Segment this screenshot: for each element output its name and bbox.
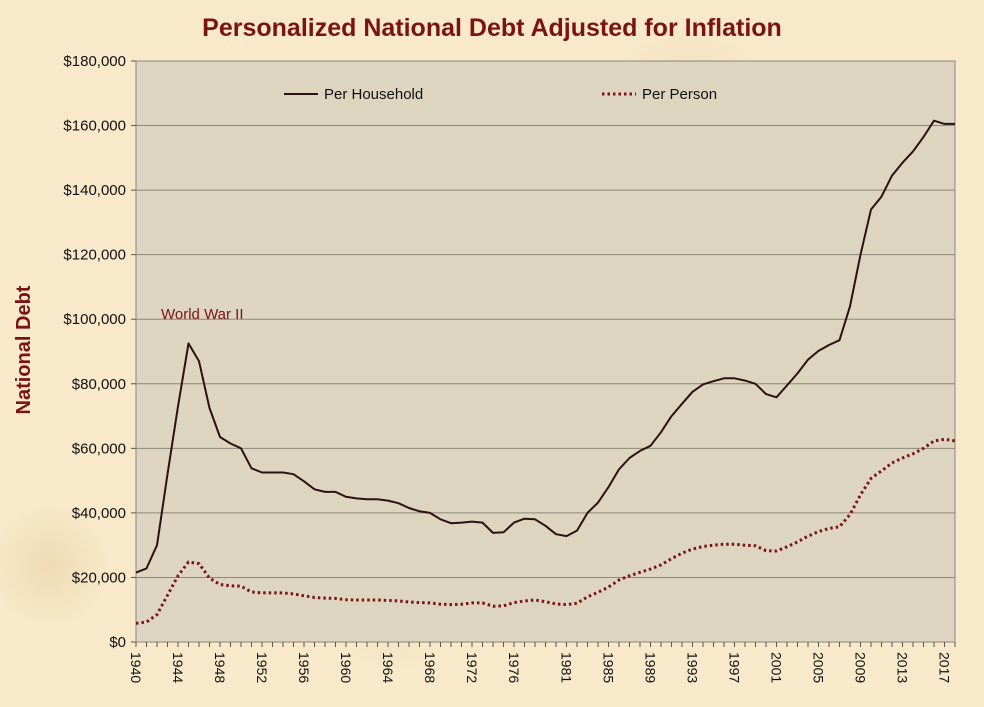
x-tick-label: 2017 bbox=[937, 652, 953, 683]
x-tick-label: 1960 bbox=[338, 652, 354, 683]
x-tick-label: 2001 bbox=[769, 652, 785, 683]
y-tick-label: $100,000 bbox=[63, 311, 126, 328]
legend-label-per-household: Per Household bbox=[324, 86, 423, 103]
annotations: World War II bbox=[161, 306, 244, 323]
x-tick-label: 2013 bbox=[895, 652, 911, 683]
x-tick-label: 1981 bbox=[559, 652, 575, 683]
x-tick-label: 1968 bbox=[422, 652, 438, 683]
y-tick-label: $120,000 bbox=[63, 247, 126, 264]
chart-title: Personalized National Debt Adjusted for … bbox=[202, 14, 782, 42]
series-line-per-household bbox=[135, 119, 955, 574]
x-tick-label: 1976 bbox=[506, 652, 522, 683]
y-tick-label: $40,000 bbox=[72, 505, 126, 522]
x-tick-label: 1944 bbox=[170, 652, 186, 683]
x-tick-label: 2005 bbox=[811, 652, 827, 683]
y-tick-label: $140,000 bbox=[63, 182, 126, 199]
y-axis-label: National Debt bbox=[13, 285, 35, 414]
x-tick-label: 2009 bbox=[853, 652, 869, 683]
x-tick-label: 1993 bbox=[685, 652, 701, 683]
x-tick-label: 1997 bbox=[727, 652, 743, 683]
x-tick-label: 1972 bbox=[464, 652, 480, 683]
x-tick-label: 1940 bbox=[128, 652, 144, 683]
x-tick-label: 1964 bbox=[380, 652, 396, 683]
annotation-label: World War II bbox=[161, 306, 244, 323]
y-tick-label: $160,000 bbox=[63, 118, 126, 135]
y-tick-label: $180,000 bbox=[63, 53, 126, 70]
x-tick-label: 1985 bbox=[601, 652, 617, 683]
gridlines bbox=[136, 60, 955, 643]
y-axis: $0 $20,000 $40,000 $60,000 $80,000 $100,000 $1… bbox=[63, 53, 136, 651]
x-tick-label: 1989 bbox=[643, 652, 659, 683]
legend-label-per-person: Per Person bbox=[642, 86, 717, 103]
y-tick-label: $0 bbox=[109, 634, 126, 651]
y-tick-label: $20,000 bbox=[72, 569, 126, 586]
series-lines bbox=[135, 119, 956, 625]
x-tick-label: 1948 bbox=[212, 652, 228, 683]
y-tick-label: $80,000 bbox=[72, 376, 126, 393]
plot-area bbox=[135, 60, 956, 643]
x-tick-label: 1952 bbox=[254, 652, 270, 683]
x-axis: 1940 1944 1948 1952 1956 1960 1964 1968 1972 1976… bbox=[128, 642, 956, 683]
x-tick-label: 1956 bbox=[296, 652, 312, 683]
y-tick-label: $60,000 bbox=[72, 440, 126, 457]
legend: Per Household Per Person bbox=[284, 86, 717, 103]
